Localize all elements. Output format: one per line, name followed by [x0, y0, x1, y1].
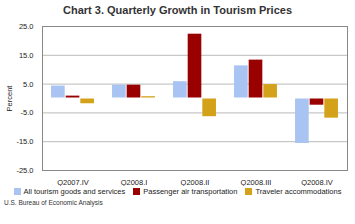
- svg-text:5.0: 5.0: [23, 80, 33, 89]
- svg-text:-15.0: -15.0: [16, 137, 33, 146]
- html-text:All tourism goods and services: All tourism goods and services: [23, 187, 126, 196]
- html-text:Chart 3. Quarterly Growth in T: Chart 3. Quarterly Growth in Tourism Pri…: [63, 4, 292, 16]
- svg-text:-25.0: -25.0: [16, 166, 33, 175]
- svg-text:15.0: 15.0: [19, 51, 34, 60]
- html-text:U.S. Bureau of Economic Analys: U.S. Bureau of Economic Analysis: [4, 199, 103, 206]
- html-text:Traveler accommodations: Traveler accommodations: [255, 187, 342, 196]
- svg-text:-5.0: -5.0: [21, 108, 34, 117]
- html-text:Passenger air transportation: Passenger air transportation: [143, 187, 238, 196]
- svg-text:Q2008.IV: Q2008.IV: [301, 178, 333, 186]
- svg-text:Q2008.I: Q2008.I: [121, 178, 148, 186]
- svg-text:Q2008.III: Q2008.III: [241, 178, 272, 186]
- svg-text:25.0: 25.0: [19, 22, 34, 31]
- svg-text:Percent: Percent: [5, 85, 14, 112]
- svg-text:Q2008.II: Q2008.II: [181, 178, 210, 186]
- svg-text:Q2007.IV: Q2007.IV: [57, 178, 89, 186]
